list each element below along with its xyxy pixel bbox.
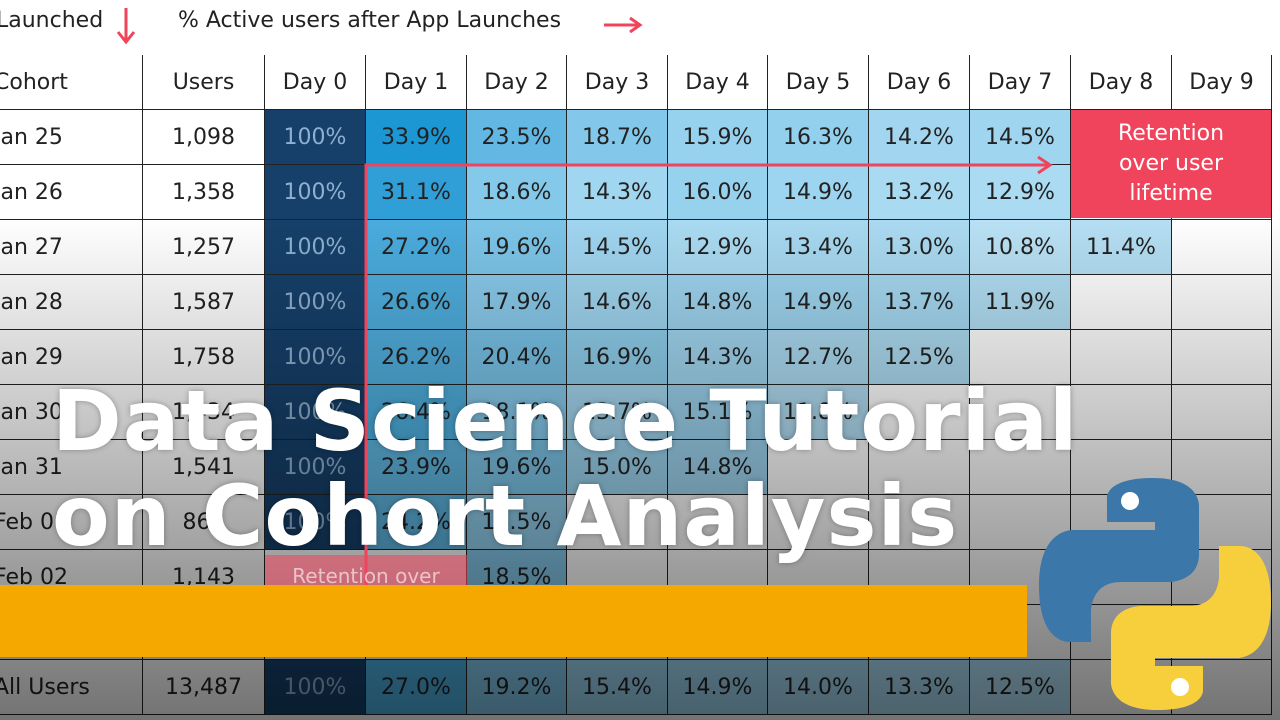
header-left: Launched: [0, 8, 104, 33]
table-cell: 14.2%: [869, 110, 970, 165]
table-cell: Day 9: [1172, 55, 1272, 110]
table-cell: 16.0%: [668, 165, 768, 220]
table-cell: 100%: [265, 165, 366, 220]
table-cell: 23.5%: [467, 110, 567, 165]
table-cell: 31.1%: [366, 165, 467, 220]
table-cell: 14.9%: [768, 165, 869, 220]
table-cell: 100%: [265, 110, 366, 165]
table-cell: Users: [143, 55, 265, 110]
table-cell: Jan 25: [0, 110, 143, 165]
python-logo: [1039, 478, 1271, 710]
table-cell: Day 7: [970, 55, 1071, 110]
table-cell: Day 8: [1071, 55, 1172, 110]
table-cell: Day 3: [567, 55, 668, 110]
table-cell: 1,358: [143, 165, 265, 220]
table-cell: Day 5: [768, 55, 869, 110]
table-cell: Day 1: [366, 55, 467, 110]
table-cell: 18.7%: [567, 110, 668, 165]
table-cell: Jan 26: [0, 165, 143, 220]
table-cell: Cohort: [0, 55, 143, 110]
table-cell: 14.5%: [970, 110, 1071, 165]
table-cell: 16.3%: [768, 110, 869, 165]
table-cell: Day 0: [265, 55, 366, 110]
table-cell: Day 6: [869, 55, 970, 110]
table-cell: Day 2: [467, 55, 567, 110]
title-line: on Cohort Analysis: [52, 467, 959, 565]
header-right: % Active users after App Launches: [178, 8, 562, 33]
title-line: Data Science Tutorial: [52, 372, 1079, 470]
table-cell: 15.9%: [668, 110, 768, 165]
callout-lifetime: Retention over user lifetime: [1071, 110, 1271, 218]
table-cell: Day 4: [668, 55, 768, 110]
table-cell: 1,098: [143, 110, 265, 165]
orange-bar: [0, 585, 1027, 657]
